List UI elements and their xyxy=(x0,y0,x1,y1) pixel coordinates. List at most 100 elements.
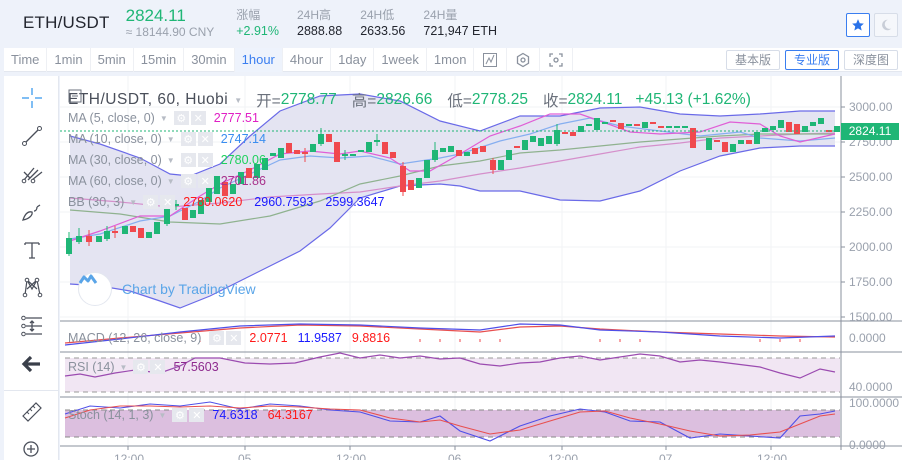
stoch-k-value: 74.6318 xyxy=(212,408,258,422)
pattern-tool[interactable] xyxy=(18,274,46,302)
cny-price: ≈ 18144.90 CNY xyxy=(125,25,215,39)
tradingview-logo xyxy=(78,272,112,306)
back-button[interactable] xyxy=(18,350,46,378)
screenshot-icon xyxy=(549,52,564,67)
close-icon[interactable]: ✕ xyxy=(197,153,213,167)
tradingview-cloud-icon xyxy=(78,274,98,284)
tradingview-watermark[interactable]: Chart by TradingView xyxy=(78,272,256,306)
star-icon xyxy=(852,19,864,31)
timeframe-4hour[interactable]: 4hour xyxy=(283,47,332,72)
chevron-down-icon[interactable]: ▼ xyxy=(129,197,138,207)
watermark-text: Chart by TradingView xyxy=(122,281,256,297)
indicator-icon xyxy=(483,52,498,67)
timeframe-1hour[interactable]: 1hour xyxy=(234,47,283,72)
gear-icon[interactable]: ⚙ xyxy=(180,174,196,188)
indicator-macd[interactable]: MACD (12, 26, close, 9) ⚙ ✕ 2.0771 11.958… xyxy=(68,331,390,345)
gear-icon[interactable]: ⚙ xyxy=(173,111,189,125)
stat-label: 24H低 xyxy=(360,8,395,22)
gear-icon[interactable]: ⚙ xyxy=(209,331,225,345)
indicator-bb[interactable]: BB (30, 3) ▼ ⚙ ✕ 2780.0620 2960.7593 2599.… xyxy=(68,195,384,209)
pro-version-button[interactable]: 专业版 xyxy=(784,50,839,70)
indicator-value: 2777.51 xyxy=(213,111,259,125)
indicator-ma10[interactable]: MA (10, close, 0) ▼ ⚙ ✕ 2747.14 xyxy=(68,132,266,146)
chevron-down-icon[interactable]: ▼ xyxy=(166,155,175,165)
stoch-d-value: 64.3167 xyxy=(267,408,313,422)
chevron-down-icon[interactable]: ▼ xyxy=(158,410,167,420)
brush-icon xyxy=(22,204,41,221)
ruler-tool[interactable] xyxy=(18,398,46,426)
price-axis-label: 1750.00 xyxy=(849,275,893,289)
gear-icon[interactable]: ⚙ xyxy=(172,408,188,422)
pitchfork-tool[interactable] xyxy=(18,160,46,188)
close-icon[interactable]: ✕ xyxy=(226,331,242,345)
toolbar-divider xyxy=(4,390,59,391)
indicator-ma30[interactable]: MA (30, close, 0) ▼ ⚙ ✕ 2780.06 xyxy=(68,153,266,167)
trend-line-tool[interactable] xyxy=(18,122,46,150)
timeframe-30min[interactable]: 30min xyxy=(184,47,235,72)
high-value: 2826.66 xyxy=(376,91,433,108)
trend-line-icon xyxy=(22,126,42,146)
timeframe-time[interactable]: Time xyxy=(4,47,48,72)
close-icon[interactable]: ✕ xyxy=(197,174,213,188)
indicator-ma60[interactable]: MA (60, close, 0) ▼ ⚙ ✕ 2701.86 xyxy=(68,174,266,188)
gear-icon[interactable]: ⚙ xyxy=(133,360,149,374)
settings-hexagon-icon xyxy=(517,52,530,67)
stat-24h-volume: 24H量 721,947 ETH xyxy=(423,7,497,39)
drawing-toolbar xyxy=(4,76,59,460)
symbol-name[interactable]: ETH/USDT xyxy=(23,13,110,32)
text-tool[interactable] xyxy=(18,236,46,264)
timeframe-1mon[interactable]: 1mon xyxy=(427,47,475,72)
header-buttons xyxy=(846,13,898,37)
zoom-in-tool[interactable] xyxy=(18,436,46,460)
time-axis-label: 12:00 xyxy=(548,452,579,460)
settings-button[interactable] xyxy=(507,47,541,72)
indicator-button[interactable] xyxy=(474,47,508,72)
time-axis-label: 06 xyxy=(448,452,462,460)
close-icon[interactable]: ✕ xyxy=(197,132,213,146)
timeframe-1min[interactable]: 1min xyxy=(47,47,91,72)
gear-icon[interactable]: ⚙ xyxy=(143,195,159,209)
indicator-name: BB (30, 3) xyxy=(68,195,125,209)
basic-version-button[interactable]: 基本版 xyxy=(725,50,780,70)
chevron-down-icon[interactable]: ▼ xyxy=(166,134,175,144)
crosshair-tool[interactable] xyxy=(18,84,46,112)
brush-tool[interactable] xyxy=(18,198,46,226)
gear-icon[interactable]: ⚙ xyxy=(180,132,196,146)
indicator-rsi[interactable]: RSI (14) ▼ ⚙ ✕ 57.5603 xyxy=(68,360,219,374)
timeframe-15min[interactable]: 15min xyxy=(134,47,185,72)
gear-icon[interactable]: ⚙ xyxy=(180,153,196,167)
ticker-header: ETH/USDT 2824.11 ≈ 18144.90 CNY 涨幅 +2.91… xyxy=(4,2,902,44)
timeframe-1day[interactable]: 1day xyxy=(331,47,375,72)
pattern-icon xyxy=(22,277,43,298)
measure-range-icon xyxy=(21,315,42,337)
close-icon[interactable]: ✕ xyxy=(160,195,176,209)
favorite-button[interactable] xyxy=(846,13,870,37)
chevron-down-icon[interactable]: ▼ xyxy=(234,95,243,105)
high-label: 高= xyxy=(351,93,377,110)
rsi-axis-label: 40.0000 xyxy=(849,380,893,394)
theme-toggle-button[interactable] xyxy=(874,13,898,37)
measure-range-tool[interactable] xyxy=(18,312,46,340)
close-icon[interactable]: ✕ xyxy=(189,408,205,422)
low-label: 低= xyxy=(447,93,472,110)
close-icon[interactable]: ✕ xyxy=(190,111,206,125)
macd-signal-value: 9.8816 xyxy=(351,331,391,345)
chevron-down-icon[interactable]: ▼ xyxy=(159,113,168,123)
indicator-ma5[interactable]: MA (5, close, 0) ▼ ⚙ ✕ 2777.51 xyxy=(68,111,259,125)
collapse-legend-icon[interactable] xyxy=(68,89,82,103)
chart-symbol-title[interactable]: ETH/USDT, 60, Huobi xyxy=(68,91,229,108)
indicator-stoch[interactable]: Stoch (14, 1, 3) ▼ ⚙ ✕ 74.6318 64.3167 xyxy=(68,408,313,422)
chevron-down-icon[interactable]: ▼ xyxy=(166,176,175,186)
depth-chart-button[interactable]: 深度图 xyxy=(843,50,898,70)
close-icon[interactable]: ✕ xyxy=(150,360,166,374)
chevron-down-icon[interactable]: ▼ xyxy=(119,362,128,372)
close-value: 2824.11 xyxy=(567,91,623,108)
screenshot-button[interactable] xyxy=(540,47,574,72)
chart-area[interactable]: ETH/USDT, 60, Huobi ▼ 开= 2778.77 高= 2826.6… xyxy=(60,76,902,460)
timeframe-1week[interactable]: 1week xyxy=(374,47,427,72)
version-switch: 基本版 专业版 深度图 xyxy=(725,50,898,70)
price-axis-label: 3000.00 xyxy=(849,100,893,114)
timeframe-5min[interactable]: 5min xyxy=(91,47,134,72)
time-axis-label: 12:00 xyxy=(114,452,145,460)
indicator-name: RSI (14) xyxy=(68,360,115,374)
